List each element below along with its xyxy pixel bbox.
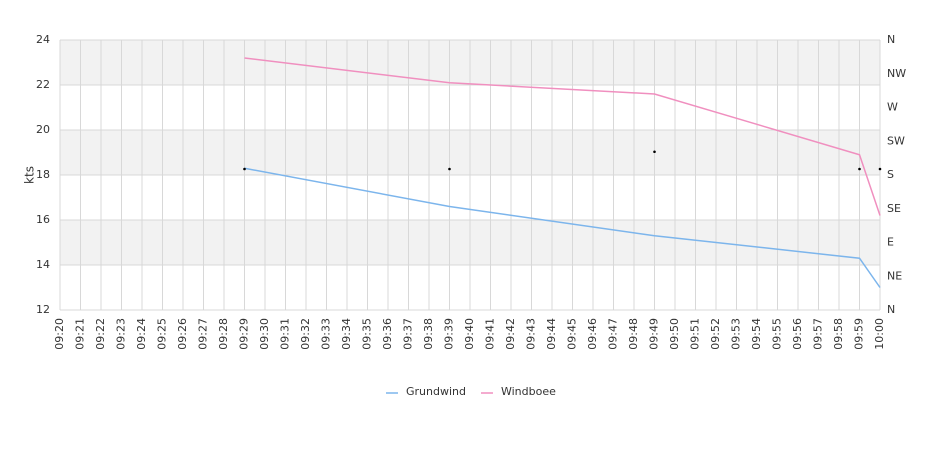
x-tick-label: 09:45 [566,318,579,350]
x-tick-label: 09:29 [238,318,251,350]
x-tick-label: 09:33 [320,318,333,350]
x-tick-label: 09:43 [525,318,538,350]
x-tick-label: 09:47 [607,318,620,350]
x-tick-label: 09:52 [709,318,722,350]
y-tick-label: 20 [36,123,50,136]
y2-tick-label: NE [887,269,902,282]
x-tick-label: 09:22 [94,318,107,350]
y2-tick-label: E [887,236,894,249]
y-axis-label: kts [23,166,37,184]
x-tick-label: 09:36 [381,318,394,350]
y2-tick-label: N [887,303,895,316]
y2-tick-label: SE [887,202,901,215]
direction-point [858,167,861,171]
y-tick-label: 14 [36,258,50,271]
x-tick-label: 09:46 [586,318,599,350]
x-tick-label: 09:48 [627,318,640,350]
x-tick-label: 09:21 [74,318,87,350]
y2-tick-label: NW [887,67,906,80]
x-tick-label: 09:41 [484,318,497,350]
x-tick-label: 09:53 [730,318,743,350]
x-tick-label: 09:26 [176,318,189,350]
x-tick-label: 09:23 [115,318,128,350]
legend-entry: Windboee [501,385,556,398]
x-tick-label: 09:27 [197,318,210,350]
x-tick-label: 09:25 [156,318,169,350]
y-tick-label: 24 [36,33,50,46]
x-tick-label: 09:51 [689,318,702,350]
legend-entry: Grundwind [406,385,466,398]
x-tick-label: 09:28 [217,318,230,350]
x-tick-label: 09:54 [750,318,763,350]
x-tick-label: 09:59 [853,318,866,350]
x-tick-label: 09:50 [668,318,681,350]
x-tick-label: 09:30 [258,318,271,350]
x-tick-label: 09:57 [812,318,825,350]
series-line [244,167,881,288]
y2-tick-label: S [887,168,894,181]
direction-point [448,167,451,171]
y-tick-label: 12 [36,303,50,316]
x-tick-label: 09:38 [422,318,435,350]
x-tick-label: 09:34 [340,318,353,350]
x-tick-label: 09:40 [463,318,476,350]
x-tick-label: 09:42 [504,318,517,350]
y-tick-label: 16 [36,213,50,226]
direction-point [243,167,246,171]
x-tick-label: 09:32 [299,318,312,350]
x-tick-label: 09:39 [443,318,456,350]
x-tick-label: 09:49 [648,318,661,350]
y2-tick-label: SW [887,134,905,147]
x-tick-label: 09:35 [361,318,374,350]
series-line [244,57,881,216]
y2-tick-label: N [887,33,895,46]
x-tick-label: 09:24 [135,318,148,350]
x-tick-label: 10:00 [873,318,886,350]
y-tick-label: 22 [36,78,50,91]
y2-tick-label: W [887,101,898,114]
y-tick-label: 18 [36,168,50,181]
x-tick-label: 09:56 [791,318,804,350]
direction-point [878,167,882,171]
x-tick-label: 09:20 [53,318,66,350]
x-tick-label: 09:58 [832,318,845,350]
direction-point [653,150,656,154]
x-tick-label: 09:31 [279,318,292,350]
x-tick-label: 09:55 [771,318,784,350]
x-tick-label: 09:37 [402,318,415,350]
x-tick-label: 09:44 [545,318,558,350]
